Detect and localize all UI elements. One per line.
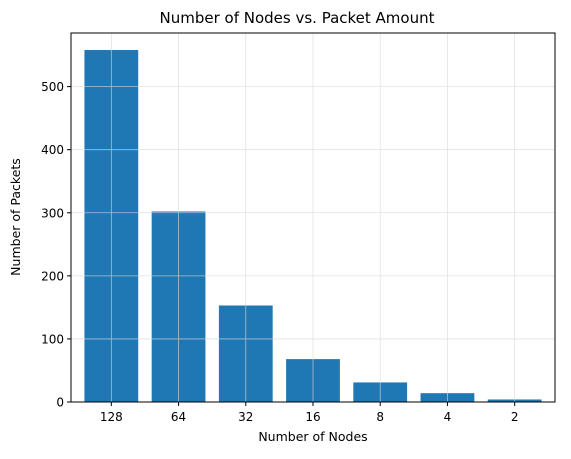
chart-title: Number of Nodes vs. Packet Amount bbox=[160, 9, 435, 27]
y-tick-label-400: 400 bbox=[41, 143, 64, 157]
x-axis-label: Number of Nodes bbox=[258, 429, 367, 444]
y-tick-label-0: 0 bbox=[56, 396, 64, 410]
y-tick-label-300: 300 bbox=[41, 206, 64, 220]
x-tick-label-64: 64 bbox=[171, 410, 186, 424]
y-axis-label: Number of Packets bbox=[8, 158, 23, 276]
x-tick-label-2: 2 bbox=[511, 410, 519, 424]
y-tick-label-200: 200 bbox=[41, 269, 64, 283]
x-tick-label-16: 16 bbox=[305, 410, 320, 424]
x-tick-label-32: 32 bbox=[238, 410, 253, 424]
x-tick-label-8: 8 bbox=[376, 410, 384, 424]
x-tick-label-128: 128 bbox=[100, 410, 123, 424]
x-tick-label-4: 4 bbox=[444, 410, 452, 424]
y-tick-label-100: 100 bbox=[41, 332, 64, 346]
ticks-layer: 0 100 200 300 400 500 128 64 32 16 8 4 2 bbox=[41, 80, 518, 424]
y-tick-label-500: 500 bbox=[41, 80, 64, 94]
